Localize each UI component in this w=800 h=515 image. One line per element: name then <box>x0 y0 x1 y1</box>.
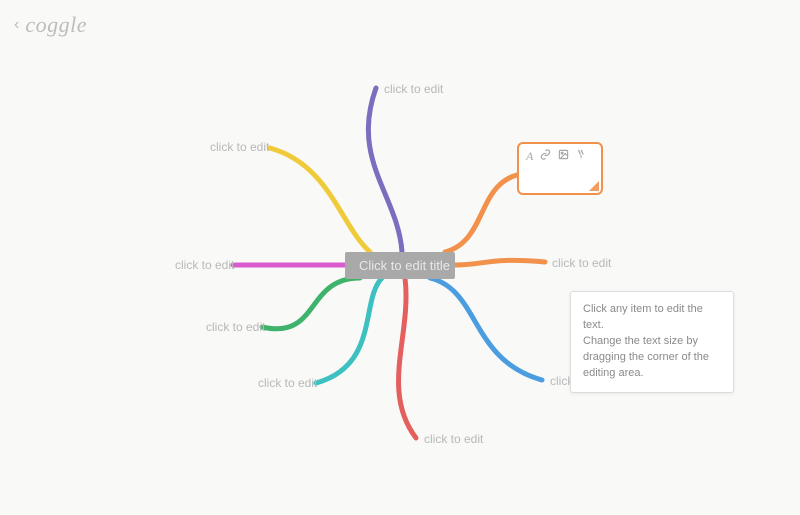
image-icon[interactable] <box>558 149 569 163</box>
branch-green[interactable] <box>262 278 360 329</box>
link-icon[interactable] <box>540 149 551 163</box>
tooltip-line: Click any item to edit the text. <box>583 302 721 334</box>
auto-icon[interactable] <box>576 149 587 163</box>
branch-red[interactable] <box>399 278 416 438</box>
help-tooltip: Click any item to edit the text. Change … <box>570 291 734 393</box>
branch-label-red[interactable]: click to edit <box>424 432 483 446</box>
center-node[interactable]: Click to edit title <box>345 252 455 279</box>
branch-orange2[interactable] <box>455 260 545 265</box>
resize-handle-icon[interactable] <box>589 181 599 191</box>
branch-label-green[interactable]: click to edit <box>206 320 265 334</box>
branch-yellow[interactable] <box>270 148 370 252</box>
editor-toolbar: A <box>519 144 601 166</box>
node-editor-card[interactable]: A <box>517 142 603 195</box>
branch-label-teal[interactable]: click to edit <box>258 376 317 390</box>
format-italic-icon[interactable]: A <box>526 150 533 162</box>
branch-label-magenta[interactable]: click to edit <box>175 258 234 272</box>
branch-label-orange2[interactable]: click to edit <box>552 256 611 270</box>
branch-orange1[interactable] <box>445 173 528 252</box>
branch-label-purple[interactable]: click to edit <box>384 82 443 96</box>
branch-label-yellow[interactable]: click to edit <box>210 140 269 154</box>
tooltip-line: Change the text size by dragging the cor… <box>583 334 721 382</box>
branch-blue[interactable] <box>430 278 542 380</box>
branch-purple[interactable] <box>368 88 402 252</box>
